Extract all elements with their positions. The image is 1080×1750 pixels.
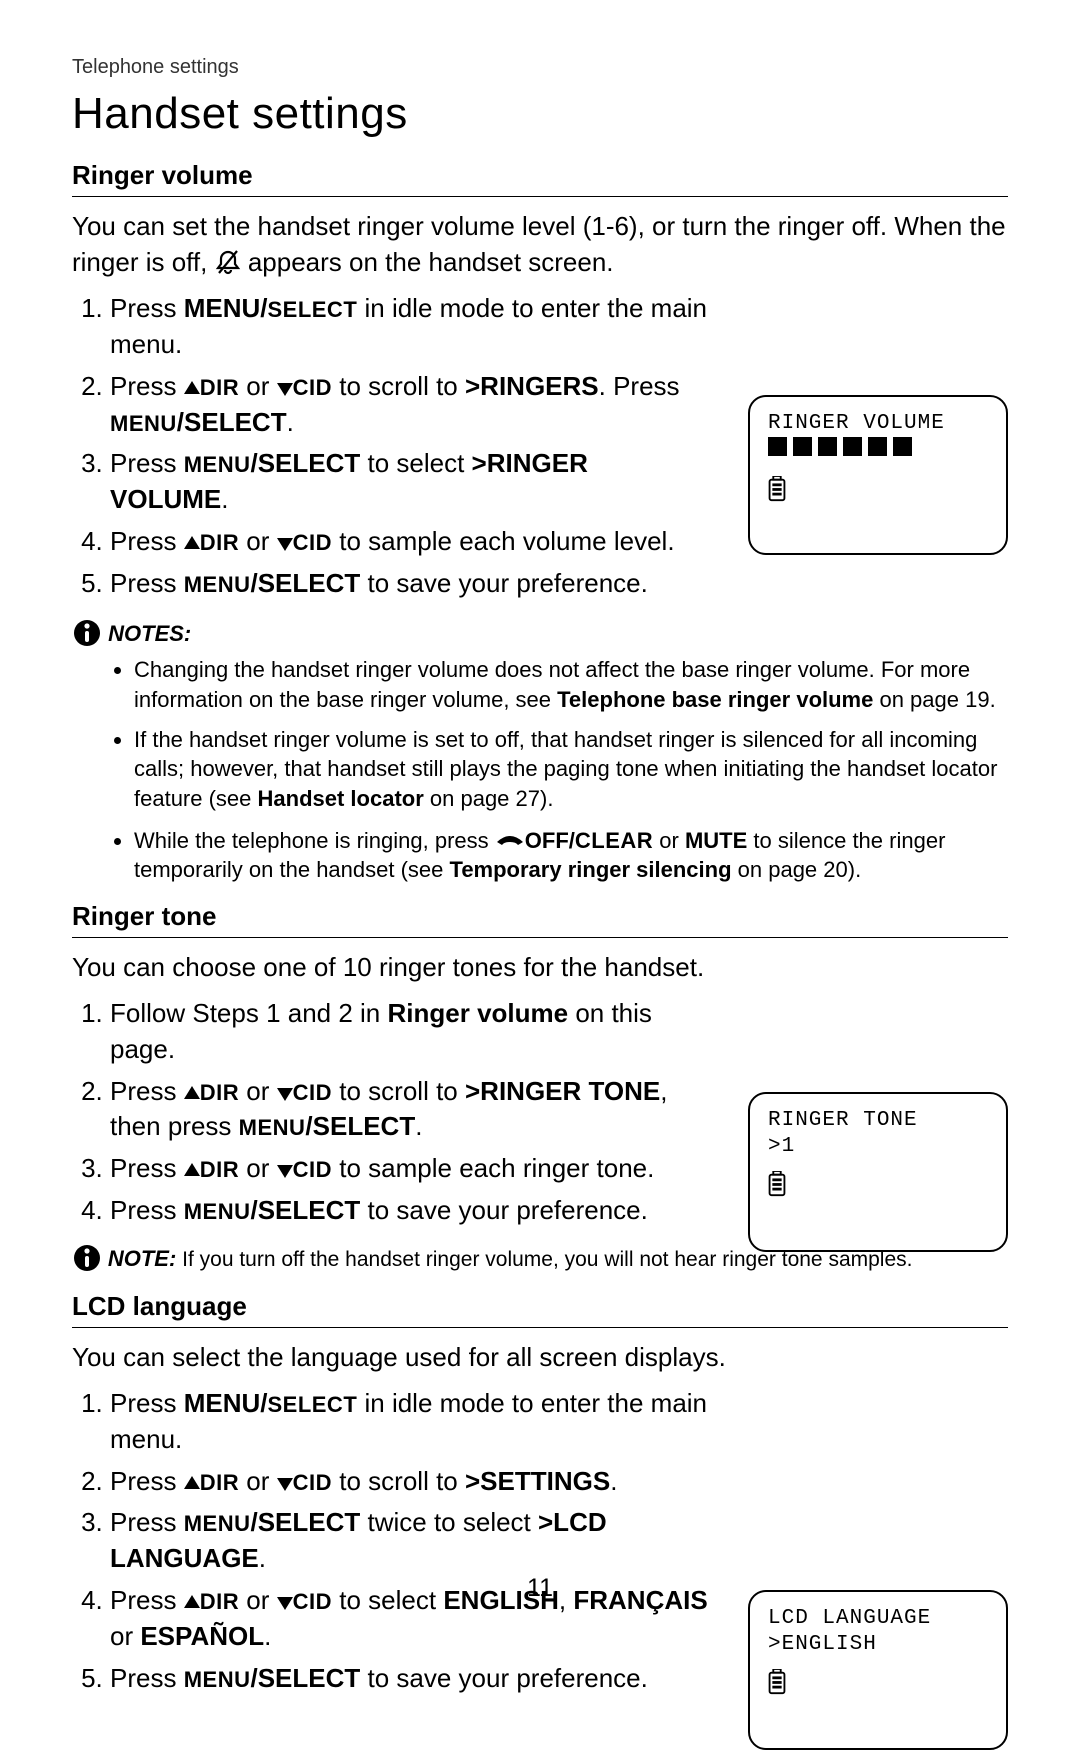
rule: [72, 196, 1008, 197]
triangle-up-icon: [184, 1163, 200, 1176]
phone-handset-icon: [495, 824, 525, 838]
list-item: Press DIR or CID to sample each volume l…: [110, 524, 710, 560]
battery-icon: [768, 1171, 786, 1197]
rule: [72, 1327, 1008, 1328]
list-item: Press DIR or CID to sample each ringer t…: [110, 1151, 710, 1187]
info-icon: [72, 1243, 102, 1273]
triangle-down-icon: [277, 538, 293, 551]
triangle-down-icon: [277, 383, 293, 396]
lcd-line: RINGER VOLUME: [768, 411, 994, 437]
battery-icon: [768, 1669, 786, 1695]
ringer-volume-steps: Press MENU/SELECT in idle mode to enter …: [72, 291, 710, 602]
notes-header: NOTES:: [72, 618, 1008, 649]
lcd-volume-bars: [768, 437, 994, 465]
section-heading-ringer-tone: Ringer tone: [72, 899, 1008, 935]
lcd-language-screen: LCD LANGUAGE >ENGLISH: [748, 1590, 1008, 1750]
triangle-up-icon: [184, 536, 200, 549]
page-title: Handset settings: [72, 84, 1008, 145]
list-item: If the handset ringer volume is set to o…: [134, 725, 1008, 814]
info-icon: [72, 618, 102, 648]
list-item: Press DIR or CID to scroll to >RINGER TO…: [110, 1074, 710, 1146]
breadcrumb: Telephone settings: [72, 54, 1008, 82]
ringer-tone-lead: You can choose one of 10 ringer tones fo…: [72, 950, 1008, 986]
battery-icon: [768, 476, 786, 502]
list-item: Changing the handset ringer volume does …: [134, 655, 1008, 714]
lcd-line: >1: [768, 1134, 994, 1160]
notes-list: Changing the handset ringer volume does …: [72, 655, 1008, 885]
list-item: Press MENU/SELECT to save your preferenc…: [110, 566, 710, 602]
triangle-up-icon: [184, 1086, 200, 1099]
rule: [72, 937, 1008, 938]
lcd-language-lead: You can select the language used for all…: [72, 1340, 1008, 1376]
ringer-tone-steps: Follow Steps 1 and 2 in Ringer volume on…: [72, 996, 710, 1229]
lcd-language-steps: Press MENU/SELECT in idle mode to enter …: [72, 1386, 710, 1697]
triangle-down-icon: [277, 1165, 293, 1178]
lcd-ringer-tone: RINGER TONE >1: [748, 1092, 1008, 1252]
lcd-line: >ENGLISH: [768, 1632, 994, 1658]
triangle-up-icon: [184, 1476, 200, 1489]
list-item: Press MENU/SELECT to select >RINGER VOLU…: [110, 446, 710, 518]
triangle-up-icon: [184, 381, 200, 394]
bell-off-icon: [215, 249, 241, 275]
section-heading-lcd-language: LCD language: [72, 1289, 1008, 1325]
list-item: Press DIR or CID to scroll to >RINGERS. …: [110, 369, 710, 441]
list-item: Press MENU/SELECT to save your preferenc…: [110, 1193, 710, 1229]
list-item: Press MENU/SELECT to save your preferenc…: [110, 1661, 710, 1697]
lcd-ringer-volume: RINGER VOLUME: [748, 395, 1008, 555]
list-item: Press MENU/SELECT twice to select >LCD L…: [110, 1505, 710, 1577]
list-item: While the telephone is ringing, press OF…: [134, 824, 1008, 885]
page-number: 11: [0, 1571, 1080, 1606]
list-item: Press DIR or CID to scroll to >SETTINGS.: [110, 1464, 710, 1500]
ringer-volume-lead: You can set the handset ringer volume le…: [72, 209, 1008, 281]
triangle-down-icon: [277, 1478, 293, 1491]
triangle-down-icon: [277, 1088, 293, 1101]
list-item: Press MENU/SELECT in idle mode to enter …: [110, 1386, 710, 1458]
lcd-line: LCD LANGUAGE: [768, 1606, 994, 1632]
list-item: Press MENU/SELECT in idle mode to enter …: [110, 291, 710, 363]
section-heading-ringer-volume: Ringer volume: [72, 158, 1008, 194]
lcd-line: RINGER TONE: [768, 1108, 994, 1134]
list-item: Follow Steps 1 and 2 in Ringer volume on…: [110, 996, 710, 1068]
